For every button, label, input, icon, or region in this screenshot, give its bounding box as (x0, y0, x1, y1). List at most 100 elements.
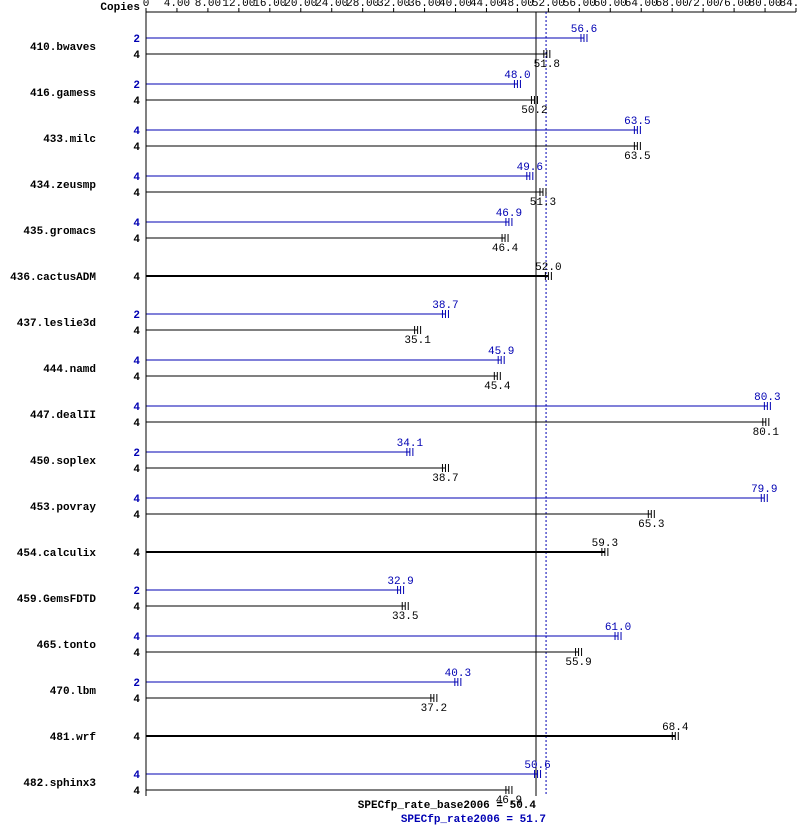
copies-label: 2 (133, 586, 140, 598)
bar-value-label: 52.0 (535, 262, 561, 274)
spec-rate-chart: 04.008.0012.0016.0020.0024.0028.0032.003… (0, 0, 799, 831)
reference-label: SPECfp_rate2006 = 51.7 (401, 814, 546, 826)
copies-header: Copies (100, 2, 140, 14)
axis-tick-label: 56.00 (563, 0, 596, 10)
bar-value-label: 55.9 (565, 657, 591, 669)
axis-tick-label: 24.00 (315, 0, 348, 10)
benchmark-label: 433.milc (43, 134, 96, 146)
copies-label: 4 (133, 464, 140, 476)
benchmark-label: 453.povray (30, 502, 96, 514)
copies-label: 4 (133, 418, 140, 430)
benchmark-label: 437.leslie3d (17, 318, 96, 330)
bar-value-label: 35.1 (404, 335, 431, 347)
copies-label: 4 (133, 770, 140, 782)
copies-label: 4 (133, 494, 140, 506)
copies-label: 4 (133, 50, 140, 62)
bar-value-label: 50.6 (524, 760, 550, 772)
benchmark-label: 435.gromacs (23, 226, 96, 238)
bar-value-label: 46.9 (496, 208, 522, 220)
copies-label: 4 (133, 372, 140, 384)
bar-value-label: 45.9 (488, 346, 514, 358)
benchmark-label: 454.calculix (17, 548, 97, 560)
copies-label: 2 (133, 80, 140, 92)
axis-tick-label: 44.00 (470, 0, 503, 10)
axis-tick-label: 8.00 (195, 0, 221, 10)
bar-value-label: 79.9 (751, 484, 777, 496)
copies-label: 4 (133, 272, 140, 284)
copies-label: 4 (133, 732, 140, 744)
bar-value-label: 49.6 (517, 162, 543, 174)
chart-bg (0, 0, 799, 831)
axis-tick-label: 4.00 (164, 0, 190, 10)
bar-value-label: 56.6 (571, 24, 597, 36)
copies-label: 4 (133, 188, 140, 200)
benchmark-label: 450.soplex (30, 456, 96, 468)
copies-label: 4 (133, 786, 140, 798)
copies-label: 4 (133, 142, 140, 154)
reference-label: SPECfp_rate_base2006 = 50.4 (358, 800, 537, 812)
bar-value-label: 65.3 (638, 519, 664, 531)
bar-value-label: 68.4 (662, 722, 689, 734)
benchmark-label: 444.namd (43, 364, 96, 376)
copies-label: 4 (133, 632, 140, 644)
copies-label: 4 (133, 510, 140, 522)
axis-tick-label: 36.00 (408, 0, 441, 10)
bar-value-label: 32.9 (387, 576, 413, 588)
benchmark-label: 482.sphinx3 (23, 778, 96, 790)
bar-value-label: 51.8 (534, 59, 560, 71)
axis-tick-label: 28.00 (346, 0, 379, 10)
axis-tick-label: 80.00 (749, 0, 782, 10)
bar-value-label: 37.2 (421, 703, 447, 715)
bar-value-label: 33.5 (392, 611, 418, 623)
copies-label: 4 (133, 172, 140, 184)
axis-tick-label: 68.00 (656, 0, 689, 10)
copies-label: 2 (133, 34, 140, 46)
benchmark-label: 470.lbm (50, 686, 97, 698)
axis-tick-label: 84.00 (779, 0, 799, 10)
axis-tick-label: 0 (143, 0, 150, 10)
bar-value-label: 51.3 (530, 197, 556, 209)
bar-value-label: 80.1 (753, 427, 780, 439)
axis-tick-label: 20.00 (284, 0, 317, 10)
copies-label: 4 (133, 326, 140, 338)
benchmark-label: 416.gamess (30, 88, 96, 100)
bar-value-label: 34.1 (397, 438, 424, 450)
axis-tick-label: 60.00 (594, 0, 627, 10)
bar-value-label: 63.5 (624, 151, 650, 163)
bar-value-label: 38.7 (432, 300, 458, 312)
copies-label: 4 (133, 356, 140, 368)
axis-tick-label: 12.00 (222, 0, 255, 10)
benchmark-label: 465.tonto (37, 640, 97, 652)
bar-value-label: 46.4 (492, 243, 519, 255)
bar-value-label: 80.3 (754, 392, 780, 404)
copies-label: 4 (133, 694, 140, 706)
bar-value-label: 45.4 (484, 381, 511, 393)
benchmark-label: 459.GemsFDTD (17, 594, 97, 606)
benchmark-label: 447.dealII (30, 410, 96, 422)
bar-value-label: 38.7 (432, 473, 458, 485)
axis-tick-label: 64.00 (625, 0, 658, 10)
bar-value-label: 50.2 (521, 105, 547, 117)
bar-value-label: 63.5 (624, 116, 650, 128)
axis-tick-label: 16.00 (253, 0, 286, 10)
copies-label: 4 (133, 602, 140, 614)
copies-label: 4 (133, 648, 140, 660)
benchmark-label: 481.wrf (50, 732, 97, 744)
bar-value-label: 61.0 (605, 622, 631, 634)
copies-label: 4 (133, 402, 140, 414)
copies-label: 2 (133, 678, 140, 690)
axis-tick-label: 40.00 (439, 0, 472, 10)
axis-tick-label: 48.00 (501, 0, 534, 10)
bar-value-label: 48.0 (504, 70, 530, 82)
axis-tick-label: 32.00 (377, 0, 410, 10)
copies-label: 4 (133, 96, 140, 108)
copies-label: 4 (133, 548, 140, 560)
benchmark-label: 436.cactusADM (10, 272, 96, 284)
copies-label: 2 (133, 448, 140, 460)
copies-label: 4 (133, 218, 140, 230)
copies-label: 4 (133, 234, 140, 246)
axis-tick-label: 52.00 (532, 0, 565, 10)
bar-value-label: 40.3 (445, 668, 471, 680)
benchmark-label: 434.zeusmp (30, 180, 96, 192)
copies-label: 4 (133, 126, 140, 138)
